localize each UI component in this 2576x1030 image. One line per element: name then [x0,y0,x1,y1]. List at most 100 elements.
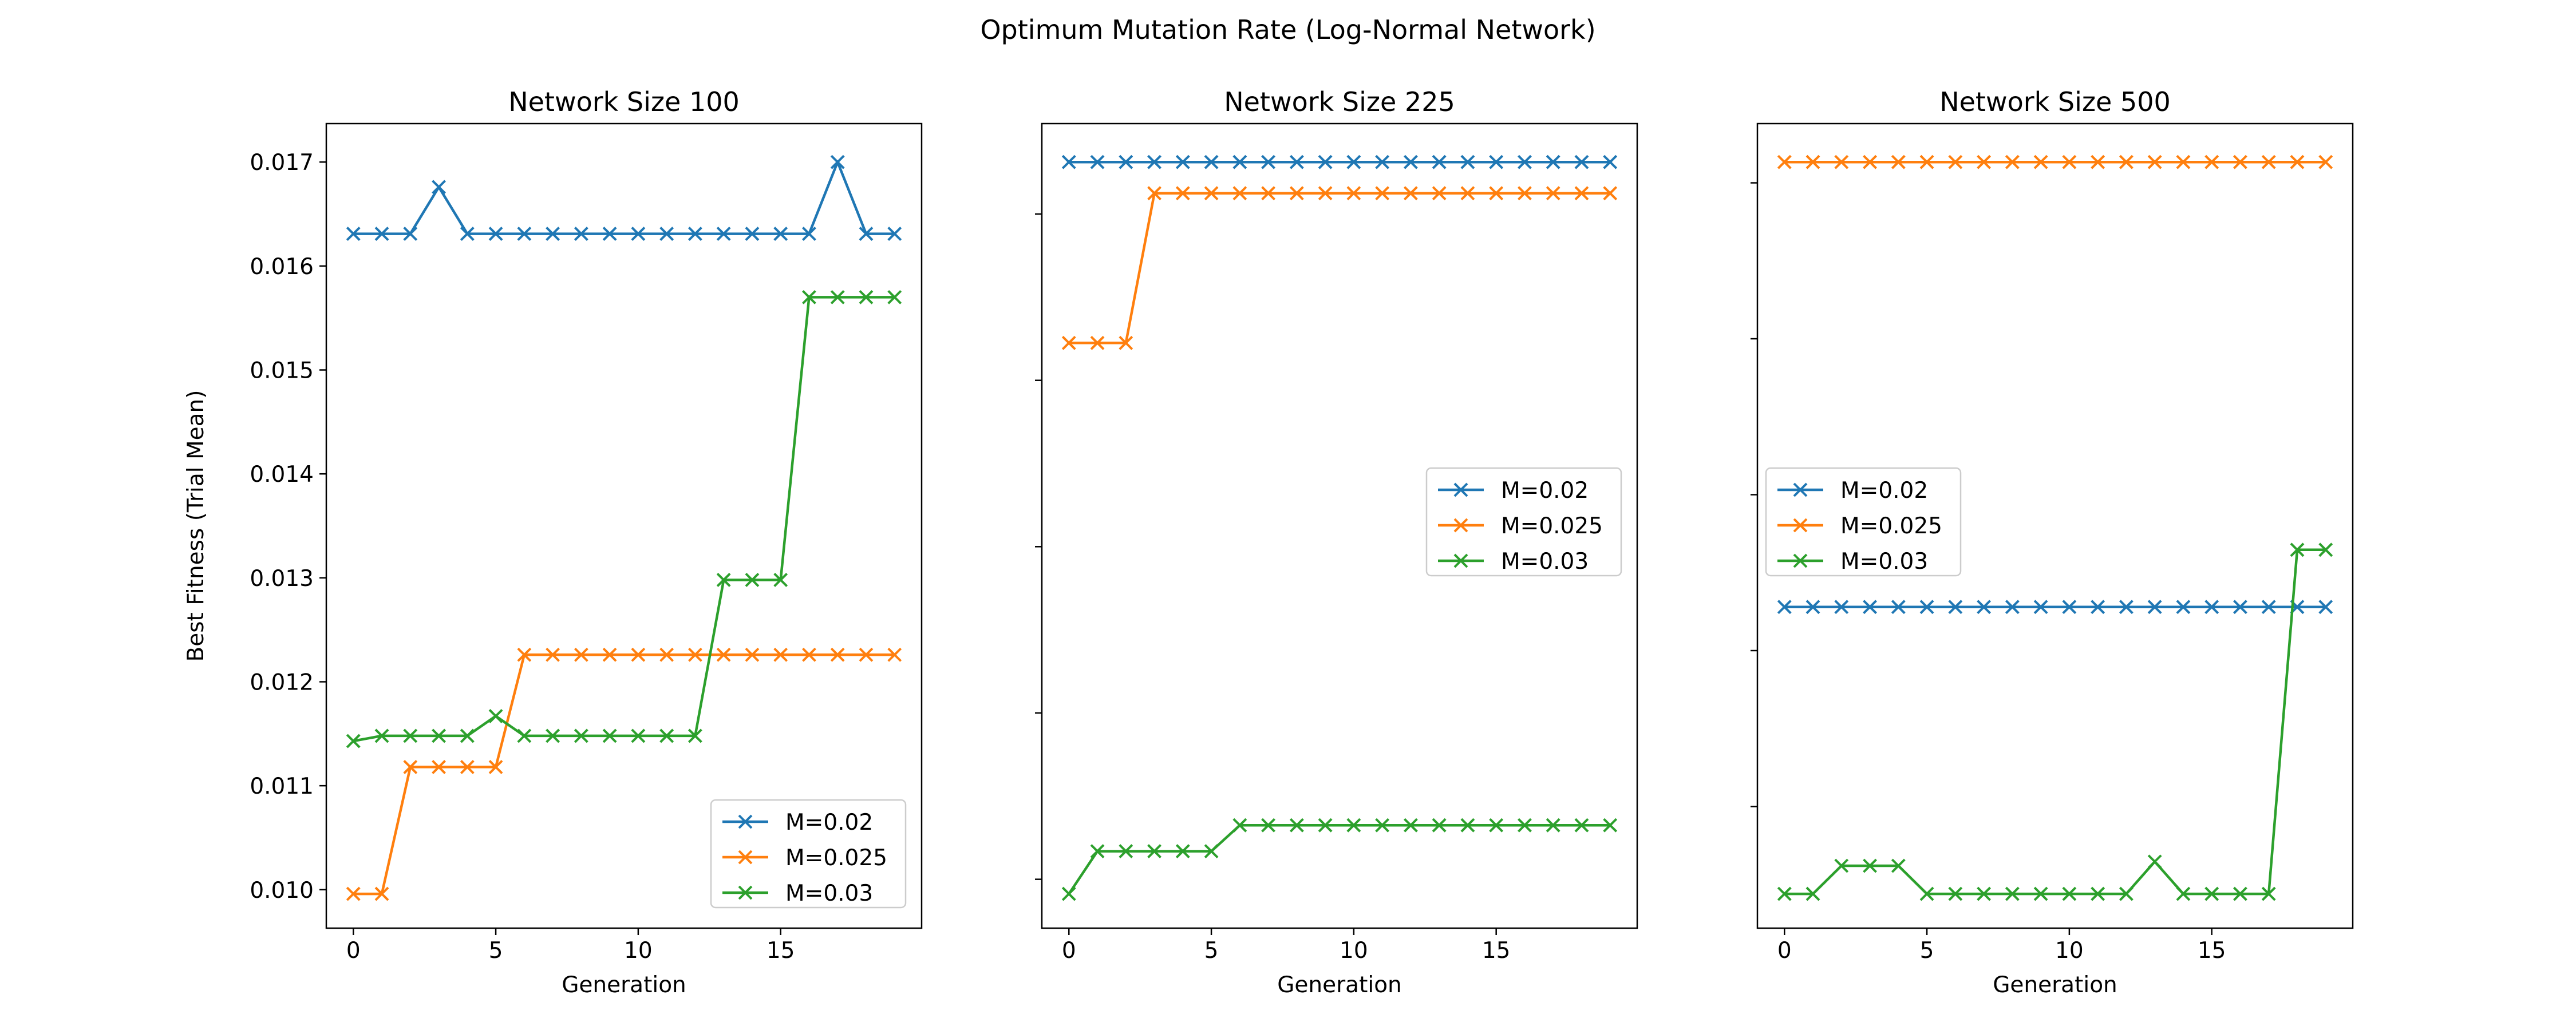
plot-frame [1041,122,1638,929]
data-point [1175,844,1190,858]
legend-label: M=0.03 [1840,549,1928,575]
data-point [2062,154,2077,169]
data-point [1090,154,1105,169]
data-point [517,647,532,662]
series-M=0.025 [1061,186,1618,350]
data-point [2147,600,2162,615]
data-point [2261,600,2276,615]
data-point [1090,844,1105,858]
y-tick-label: 0.017 [250,150,314,176]
y-tick-label: 0.015 [250,358,314,384]
data-point [1546,818,1560,833]
series-M=0.025 [1777,154,2333,169]
data-point [574,227,588,241]
y-tick-label: 0.013 [250,566,314,592]
legend: M=0.02 M=0.025 M=0.03 [1425,467,1622,577]
y-tick-label: 0.014 [250,462,314,488]
data-point [1289,154,1304,169]
data-point [1119,844,1133,858]
legend-marker [738,814,753,829]
legend-label: M=0.03 [785,881,873,906]
data-point [802,227,816,241]
data-point [2033,886,2048,901]
series-line [353,160,895,235]
data-point [546,728,560,743]
data-point [2033,154,2048,169]
data-point [887,290,902,304]
x-tick-label: 5 [1204,938,1219,964]
data-point [1603,186,1618,201]
data-point [1061,886,1076,901]
legend: M=0.02 M=0.025 M=0.03 [710,799,907,909]
data-point [488,760,503,774]
legend-box [710,799,907,909]
legend: M=0.02 M=0.025 M=0.03 [1765,467,1962,577]
data-point [2204,886,2219,901]
data-point [1574,154,1589,169]
data-point [2318,542,2333,557]
data-point [2147,154,2162,169]
data-point [830,647,845,662]
y-axis-label: Best Fitness (Trial Mean) [183,390,209,661]
series-M=0.02 [1061,154,1618,169]
data-point [1977,886,1992,901]
data-point [745,573,760,587]
x-tick-label: 0 [1777,938,1792,964]
data-point [1119,335,1133,350]
data-point [2176,886,2191,901]
data-point [1489,154,1504,169]
data-point [1603,154,1618,169]
series-M=0.03 [1061,818,1618,901]
data-point [432,760,446,774]
x-axis-label: Generation [1277,972,1402,998]
data-point [1375,186,1390,201]
data-point [859,227,874,241]
legend-label: M=0.02 [1840,478,1928,504]
data-point [773,647,788,662]
data-point [1232,154,1247,169]
data-point [1891,600,1906,615]
data-point [1863,154,1877,169]
legend-marker [1453,482,1468,497]
series-line [353,296,895,743]
x-tick-label: 10 [1340,938,1368,964]
data-point [346,227,361,241]
data-point [1289,186,1304,201]
data-point [887,227,902,241]
legend-marker [1793,553,1808,568]
legend-label: M=0.03 [1501,549,1589,575]
data-point [1460,186,1475,201]
data-point [2204,600,2219,615]
legend-marker [1793,482,1808,497]
panel-title: Network Size 225 [1224,86,1455,117]
x-tick-label: 10 [624,938,653,964]
data-point [1346,154,1361,169]
data-point [1346,818,1361,833]
data-point [2233,154,2247,169]
data-point [1603,818,1618,833]
data-point [1403,186,1418,201]
data-point [1147,186,1161,201]
data-point [432,180,446,195]
data-point [1777,154,1792,169]
data-point [1834,600,1849,615]
data-point [374,886,389,901]
x-axis-label: Generation [1993,972,2117,998]
data-point [1977,154,1992,169]
data-point [716,647,731,662]
data-point [1175,154,1190,169]
plot-frame [1756,122,2354,929]
data-point [2261,886,2276,901]
data-point [802,290,816,304]
chart-panel-1: Network Size 100 0 5 10 15 0.010 0.011 0.012 0.0… [183,86,923,998]
data-point [1546,154,1560,169]
data-point [1318,154,1333,169]
data-point [2119,154,2134,169]
series-M=0.03 [346,290,902,748]
series-M=0.03 [1777,542,2333,901]
data-point [1346,186,1361,201]
data-point [659,728,674,743]
legend-box [1765,467,1962,577]
series-line [1069,192,1610,344]
